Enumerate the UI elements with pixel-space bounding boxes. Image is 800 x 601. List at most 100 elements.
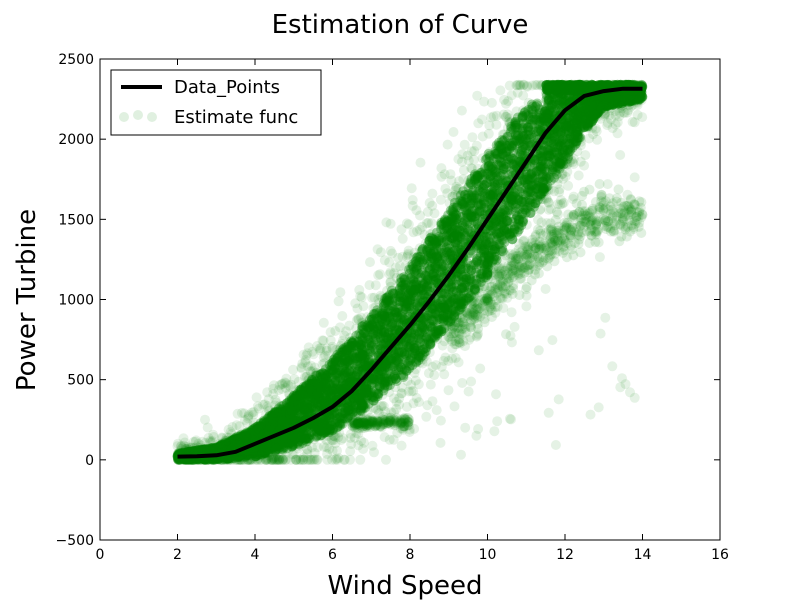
scatter-point-234: [497, 140, 508, 151]
scatter-point-356: [354, 393, 365, 404]
scatter-point-185: [565, 142, 576, 153]
scatter-point-146: [542, 108, 553, 119]
scatter-point-210: [524, 114, 535, 125]
scatter-point-273: [274, 408, 285, 419]
scatter-point-190: [265, 421, 276, 432]
scatter-point-272: [585, 94, 596, 105]
scatter-point-348: [490, 169, 501, 179]
scatter-point-402: [310, 377, 321, 388]
scatter-point-238: [378, 385, 389, 396]
scatter-point-147: [281, 434, 292, 445]
scatter-point-175: [509, 224, 520, 235]
scatter-point-533: [489, 251, 500, 262]
scatter-point-469: [204, 445, 215, 456]
scatter-point-374: [488, 255, 499, 265]
scatter-point-550: [429, 326, 440, 337]
scatter-point-645: [236, 452, 247, 462]
scatter-point-328: [563, 144, 574, 155]
scatter-point-140: [548, 135, 559, 146]
scatter-point-20: [375, 311, 386, 321]
scatter-point-352: [426, 315, 437, 326]
scatter-point-124: [276, 404, 287, 415]
scatter-point-156: [569, 111, 580, 122]
scatter-point-220: [619, 95, 630, 106]
scatter-point-8: [269, 415, 280, 425]
scatter-point-486: [555, 125, 566, 136]
scatter-point-61: [315, 430, 326, 441]
scatter-point-433: [230, 437, 241, 448]
scatter-point-602: [507, 158, 518, 169]
scatter-point-404: [369, 338, 380, 349]
scatter-point-394: [372, 326, 383, 337]
scatter-point-423: [532, 100, 542, 111]
scatter-point-475: [270, 407, 280, 418]
scatter-point-497: [602, 93, 612, 104]
scatter-point-315: [520, 207, 531, 218]
scatter-point-294: [252, 430, 263, 441]
scatter-point-214: [547, 133, 558, 144]
scatter-point-459: [502, 132, 513, 143]
scatter-point-561: [434, 231, 444, 242]
scatter-point-67: [437, 302, 448, 313]
scatter-point-129: [558, 94, 569, 105]
scatter-point-381: [510, 214, 521, 225]
scatter-point-255: [367, 320, 378, 331]
scatter-point-385: [485, 188, 495, 199]
scatter-point-33: [366, 379, 377, 389]
scatter-point-370: [188, 446, 199, 457]
scatter-point-137: [289, 401, 300, 412]
scatter-point-418: [253, 449, 264, 460]
scatter-point-593: [208, 443, 219, 454]
scatter-point-549: [548, 97, 559, 108]
scatter-point-417: [570, 128, 581, 139]
scatter-point-552: [378, 327, 389, 338]
scatter-point-136: [259, 447, 270, 458]
scatter-point-4772: [414, 327, 425, 338]
scatter-point-540: [307, 389, 318, 400]
scatter-point-640: [466, 274, 476, 285]
scatter-point-587: [307, 378, 317, 389]
scatter-point-282: [501, 216, 512, 227]
scatter-point-204: [312, 426, 323, 437]
scatter-point-495: [447, 251, 458, 262]
scatter-point-270: [539, 174, 550, 185]
scatter-point-275: [481, 168, 492, 179]
scatter-point-585: [322, 424, 333, 435]
scatter-point-546: [309, 389, 319, 400]
scatter-point-470: [609, 98, 619, 108]
scatter-point-519: [483, 240, 493, 251]
scatter-point-687: [498, 170, 509, 180]
scatter-point-279: [249, 447, 260, 458]
scatter-point-375: [443, 230, 454, 241]
scatter-point-4996: [525, 207, 536, 218]
scatter-point-683: [573, 115, 584, 126]
scatter-point-590: [490, 246, 501, 257]
scatter-point-112: [506, 121, 517, 132]
scatter-point-696: [487, 184, 498, 195]
scatter-point-349: [587, 116, 597, 127]
scatter-point-376: [252, 430, 263, 441]
scatter-point-442: [257, 447, 268, 458]
scatter-point-586: [423, 279, 434, 289]
scatter-point-477: [416, 280, 427, 291]
scatter-point-456: [437, 294, 448, 305]
scatter-point-699: [534, 117, 545, 128]
scatter-point-660: [381, 359, 392, 369]
scatter-point-702: [556, 128, 566, 139]
scatter-point-26: [497, 218, 508, 229]
scatter-point-163: [483, 252, 494, 263]
scatter-point-193: [279, 408, 290, 419]
scatter-point-4672: [396, 281, 407, 292]
scatter-point-680: [372, 375, 383, 386]
scatter-point-256: [206, 445, 217, 456]
scatter-point-669: [258, 444, 269, 455]
scatter-point-267: [466, 191, 477, 202]
scatter-point-656: [498, 209, 509, 220]
scatter-point-247: [438, 237, 449, 248]
scatter-point-502: [325, 390, 336, 401]
scatter-point-312: [235, 437, 246, 448]
scatter-point-443: [300, 408, 310, 419]
scatter-point-467: [269, 407, 280, 418]
scatter-point-4630: [471, 193, 482, 204]
